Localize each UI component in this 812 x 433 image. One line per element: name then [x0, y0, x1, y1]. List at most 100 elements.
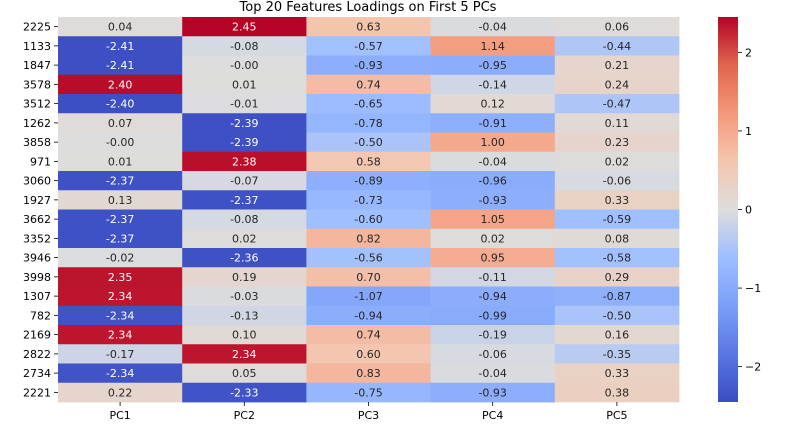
cell-value-label: 0.10: [232, 329, 257, 342]
heatmap-cell: [58, 151, 183, 172]
cell-value-label: -0.02: [106, 252, 134, 265]
cell-value-label: -2.41: [106, 40, 134, 53]
heatmap-cell: [182, 382, 307, 403]
cell-value-label: -0.50: [354, 136, 382, 149]
heatmap-cell: [58, 286, 183, 307]
cell-value-label: -0.03: [230, 290, 258, 303]
cell-value-label: 0.19: [232, 271, 257, 284]
cell-value-label: -2.40: [106, 98, 134, 111]
cell-value-label: -0.08: [230, 213, 258, 226]
heatmap-cell: [430, 190, 556, 210]
row-tick-label: 3662: [23, 213, 51, 226]
cell-value-label: 0.95: [480, 252, 505, 265]
colorbar-tick-label: 2: [745, 46, 752, 59]
heatmap-cell: [554, 55, 680, 76]
heatmap-cell: [58, 325, 183, 345]
heatmap-cell: [58, 132, 183, 153]
cell-value-label: 0.63: [356, 21, 381, 34]
cell-value-label: 0.38: [605, 386, 630, 399]
heatmap-cell: [306, 248, 431, 268]
heatmap-cell: [182, 17, 307, 37]
row-tick-label: 782: [30, 309, 51, 322]
cell-value-label: -0.08: [230, 40, 258, 53]
cell-value-label: 0.74: [356, 329, 381, 342]
heatmap-cell: [58, 363, 183, 384]
row-tick-label: 3998: [23, 271, 51, 284]
heatmap-cell: [182, 113, 307, 133]
heatmap-cell: [58, 36, 183, 56]
cell-value-label: 0.02: [232, 232, 257, 245]
heatmap-cell: [306, 17, 431, 37]
row-tick-label: 1927: [23, 194, 51, 207]
cell-value-label: -0.47: [603, 98, 631, 111]
cell-value-label: -0.94: [354, 309, 382, 322]
cell-value-label: -0.01: [230, 98, 258, 111]
cell-value-label: -1.07: [354, 290, 382, 303]
cell-value-label: 2.34: [108, 329, 133, 342]
cell-value-label: -0.35: [603, 348, 631, 361]
heatmap-cell: [430, 151, 556, 172]
cell-value-label: -0.00: [230, 59, 258, 72]
heatmap-cell: [182, 305, 307, 326]
column-tick-label: PC3: [358, 409, 379, 422]
cell-value-label: 0.01: [108, 155, 133, 168]
row-tick-label: 1133: [23, 40, 51, 53]
row-tick-label: 1307: [23, 290, 51, 303]
cell-value-label: -0.50: [603, 309, 631, 322]
row-tick-label: 3352: [23, 232, 51, 245]
cell-value-label: -0.73: [354, 194, 382, 207]
cell-value-label: -2.37: [106, 232, 134, 245]
heatmap-cell: [58, 190, 183, 210]
cell-value-label: 0.13: [108, 194, 133, 207]
heatmap-cell: [430, 344, 556, 364]
heatmap-cell: [430, 228, 556, 249]
heatmap-cell: [306, 171, 431, 191]
cell-value-label: 0.05: [232, 367, 257, 380]
cell-value-label: -0.13: [230, 309, 258, 322]
heatmap-cell: [58, 344, 183, 364]
row-tick-label: 971: [30, 155, 51, 168]
column-tick-label: PC1: [109, 409, 130, 422]
cell-value-label: 1.00: [480, 136, 505, 149]
cell-value-label: -0.91: [478, 117, 506, 130]
cell-value-label: -0.60: [354, 213, 382, 226]
heatmap-cell: [554, 151, 680, 172]
heatmap-cell: [306, 132, 431, 153]
cell-value-label: 0.01: [232, 78, 257, 91]
cell-value-label: -2.34: [106, 367, 134, 380]
cell-value-label: 1.14: [480, 40, 505, 53]
row-tick-labels: 2225 1133 1847 3578 3512 1262 3858 971 3060 1927 3…: [23, 21, 58, 399]
heatmap-cell: [554, 228, 680, 249]
cell-value-label: -0.56: [354, 252, 382, 265]
heatmap-cell: [58, 171, 183, 191]
heatmap-cell: [182, 132, 307, 153]
heatmap-cell: [182, 94, 307, 114]
heatmap-cell: [554, 363, 680, 384]
cell-value-label: 2.38: [232, 155, 257, 168]
cell-value-label: -0.04: [478, 367, 506, 380]
heatmap-cell: [306, 363, 431, 384]
cell-value-label: -0.99: [478, 309, 506, 322]
cell-value-label: 0.82: [356, 232, 381, 245]
heatmap-cell: [554, 248, 680, 268]
heatmap-cell: [430, 209, 556, 230]
cell-value-label: 0.74: [356, 78, 381, 91]
heatmap-cell: [182, 286, 307, 307]
cell-value-label: -0.96: [478, 175, 506, 188]
heatmap-cell: [58, 55, 183, 76]
column-tick-labels: PC1 PC2 PC3 PC4 PC5: [109, 402, 628, 422]
cell-value-label: -0.11: [478, 271, 506, 284]
heatmap-cell: [430, 113, 556, 133]
row-tick-label: 2734: [23, 367, 51, 380]
colorbar-tick-label: −2: [745, 361, 761, 374]
cell-value-label: 0.83: [356, 367, 381, 380]
heatmap-cell: [554, 94, 680, 114]
row-tick-label: 3512: [23, 98, 51, 111]
heatmap-cell: [430, 94, 556, 114]
row-tick-label: 2225: [23, 21, 51, 34]
heatmap-cell: [554, 190, 680, 210]
column-tick-label: PC4: [482, 409, 503, 422]
cell-value-label: -0.19: [478, 329, 506, 342]
cell-value-label: -0.04: [478, 155, 506, 168]
